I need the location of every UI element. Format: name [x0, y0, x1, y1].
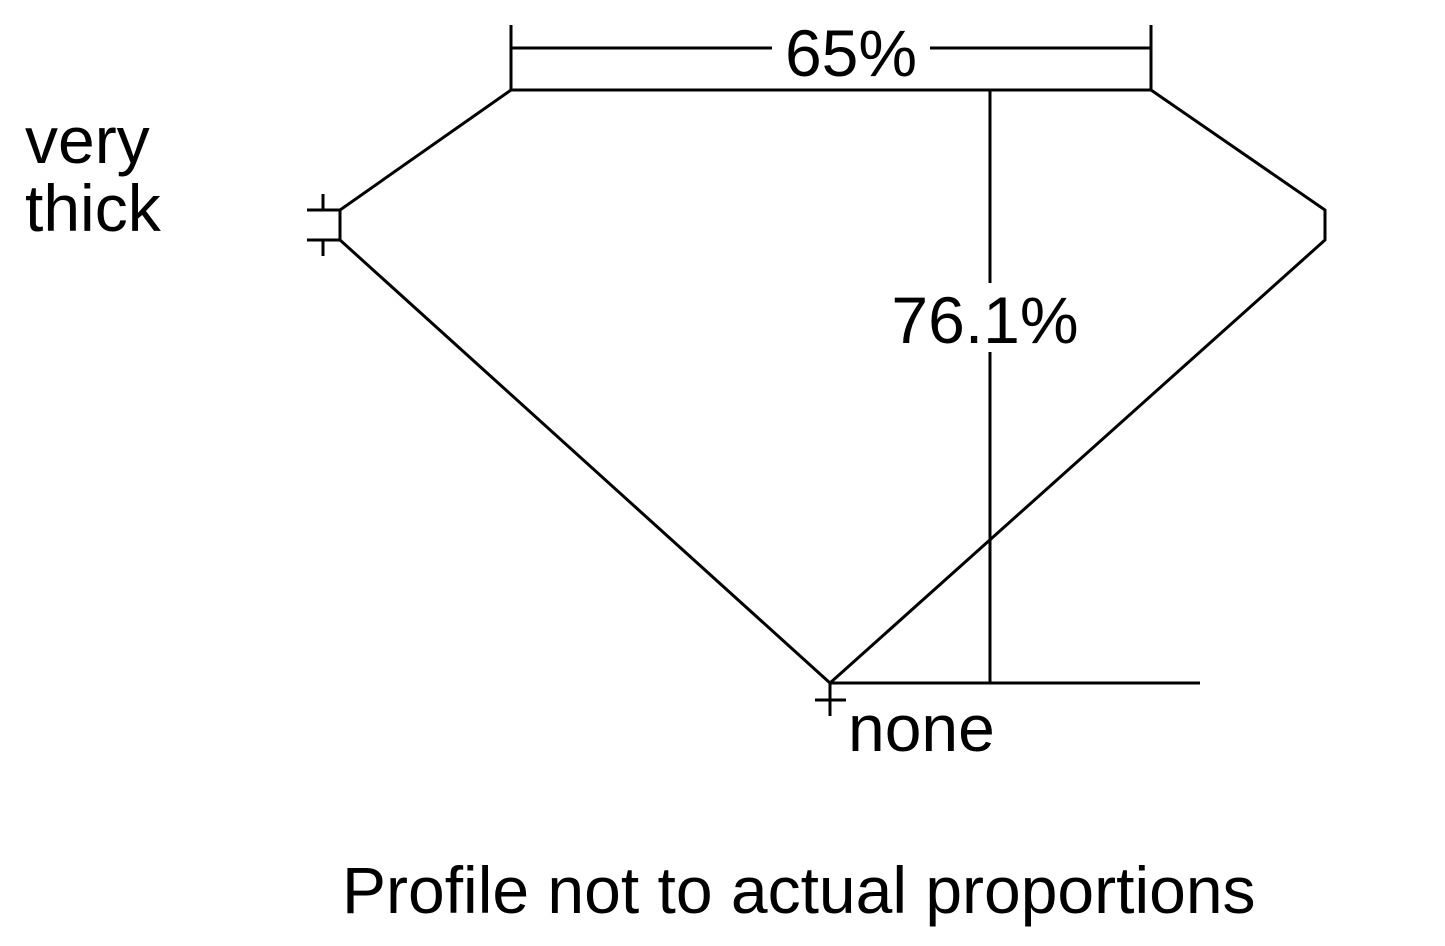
diamond-outline — [338, 88, 1327, 685]
culet-label: none — [848, 691, 995, 765]
girdle-label-line2: thick — [25, 171, 162, 245]
girdle-label-line1: very — [25, 103, 150, 177]
table-percent-label: 65% — [785, 16, 917, 90]
depth-percent-label: 76.1% — [891, 283, 1078, 357]
caption: Profile not to actual proportions — [342, 853, 1256, 927]
